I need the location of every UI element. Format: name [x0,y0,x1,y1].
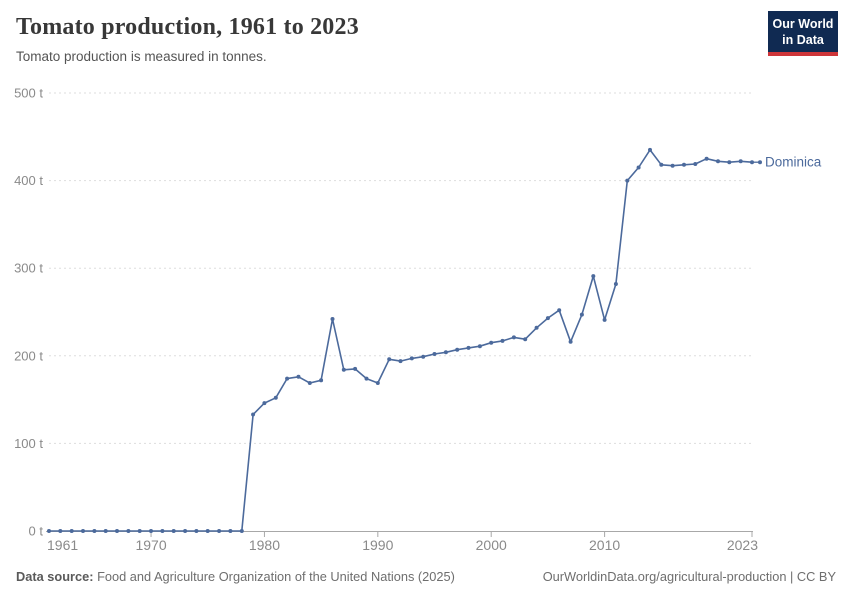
chart-subtitle: Tomato production is measured in tonnes. [16,48,267,64]
data-point-marker[interactable] [160,529,165,533]
data-point-marker[interactable] [183,529,188,533]
data-point-marker[interactable] [682,162,686,167]
data-source-text: Food and Agriculture Organization of the… [93,569,455,584]
chart-footer: Data source: Food and Agriculture Organi… [16,569,836,584]
data-point-marker[interactable] [443,350,448,355]
y-axis-tick-label: 0 t [29,524,44,539]
gridlines: 0 t 100 t 200 t 300 t 400 t 500 t [14,86,753,539]
data-point-marker[interactable] [398,359,403,364]
data-point-marker[interactable] [738,159,743,164]
data-point-marker[interactable] [648,147,652,152]
data-point-marker[interactable] [171,529,176,533]
data-point-marker[interactable] [466,345,471,350]
data-point-marker[interactable] [47,529,51,533]
data-point-marker[interactable] [557,308,562,313]
data-point-marker[interactable] [387,357,392,362]
data-point-marker[interactable] [636,165,641,170]
data-point-marker[interactable] [296,374,301,379]
x-axis-tick-label: 1990 [362,537,393,553]
data-point-marker[interactable] [477,344,482,349]
series-label-dot [758,160,762,165]
x-axis-tick-label: 2023 [727,537,758,553]
series-dominica[interactable]: Dominica [47,147,822,533]
data-point-marker[interactable] [92,529,97,533]
data-point-marker[interactable] [330,317,335,321]
data-point-marker[interactable] [455,347,460,352]
data-point-marker[interactable] [659,162,664,167]
data-point-marker[interactable] [421,354,426,359]
x-axis-tick-label: 1980 [249,537,280,553]
data-point-marker[interactable] [568,339,573,344]
data-point-marker[interactable] [137,529,142,533]
data-point-marker[interactable] [534,325,539,330]
page-title: Tomato production, 1961 to 2023 [16,14,359,40]
owid-logo-line2: in Data [782,32,824,47]
owid-logo[interactable]: Our World in Data [768,11,838,57]
data-point-marker[interactable] [228,529,233,533]
data-point-marker[interactable] [115,529,119,533]
data-point-marker[interactable] [149,529,153,533]
data-point-marker[interactable] [205,529,210,533]
x-axis-tick-label: 2010 [589,537,620,553]
data-point-marker[interactable] [727,160,732,165]
x-axis-tick-label: 2000 [476,537,507,553]
x-axis-tick-label: 1970 [135,537,166,553]
data-point-marker[interactable] [716,159,720,164]
series-line[interactable] [49,149,753,532]
data-point-marker[interactable] [693,162,698,166]
data-point-marker[interactable] [58,529,63,533]
x-axis: 1961 1970 1980 1990 2000 2010 2023 [47,532,758,553]
y-axis-tick-label: 400 t [14,173,43,188]
data-point-marker[interactable] [251,412,256,417]
y-axis-tick-label: 200 t [14,348,43,363]
data-point-marker[interactable] [375,381,380,385]
data-point-marker[interactable] [307,381,312,385]
data-point-marker[interactable] [217,529,222,533]
data-point-marker[interactable] [511,335,516,340]
owid-logo-line1: Our World [772,17,834,31]
data-point-marker[interactable] [341,367,346,372]
data-point-marker[interactable] [103,529,108,533]
data-point-marker[interactable] [613,282,618,286]
data-point-marker[interactable] [126,529,131,533]
data-point-marker[interactable] [319,378,324,383]
data-point-marker[interactable] [364,376,369,381]
data-point-marker[interactable] [625,178,630,183]
data-point-marker[interactable] [602,317,607,322]
data-point-marker[interactable] [500,338,505,343]
chart-header: Tomato production, 1961 to 2023 Tomato p… [16,14,716,64]
data-point-marker[interactable] [262,401,267,406]
series-entity-label[interactable]: Dominica [765,155,822,170]
y-axis-tick-label: 500 t [14,86,43,101]
data-point-marker[interactable] [273,395,278,400]
data-point-marker[interactable] [489,340,494,345]
data-point-marker[interactable] [69,529,74,533]
footer-url-license[interactable]: OurWorldinData.org/agricultural-producti… [542,569,836,584]
data-point-marker[interactable] [353,366,358,371]
data-point-marker[interactable] [591,274,596,279]
data-source-label: Data source: [16,569,94,584]
data-point-marker[interactable] [670,163,675,168]
data-point-marker[interactable] [81,529,85,533]
data-point-marker[interactable] [523,337,528,342]
data-point-marker[interactable] [239,529,244,533]
y-axis-tick-label: 300 t [14,261,43,276]
y-axis-tick-label: 100 t [14,436,43,451]
data-point-marker[interactable] [285,376,290,381]
data-point-marker[interactable] [194,529,199,533]
data-point-marker[interactable] [704,156,709,161]
data-point-marker[interactable] [432,352,437,356]
data-point-marker[interactable] [579,312,584,317]
data-point-marker[interactable] [545,316,550,321]
x-axis-tick-label: 1961 [47,537,78,553]
data-point-marker[interactable] [409,356,414,361]
data-source-note: Data source: Food and Agriculture Organi… [16,569,455,584]
